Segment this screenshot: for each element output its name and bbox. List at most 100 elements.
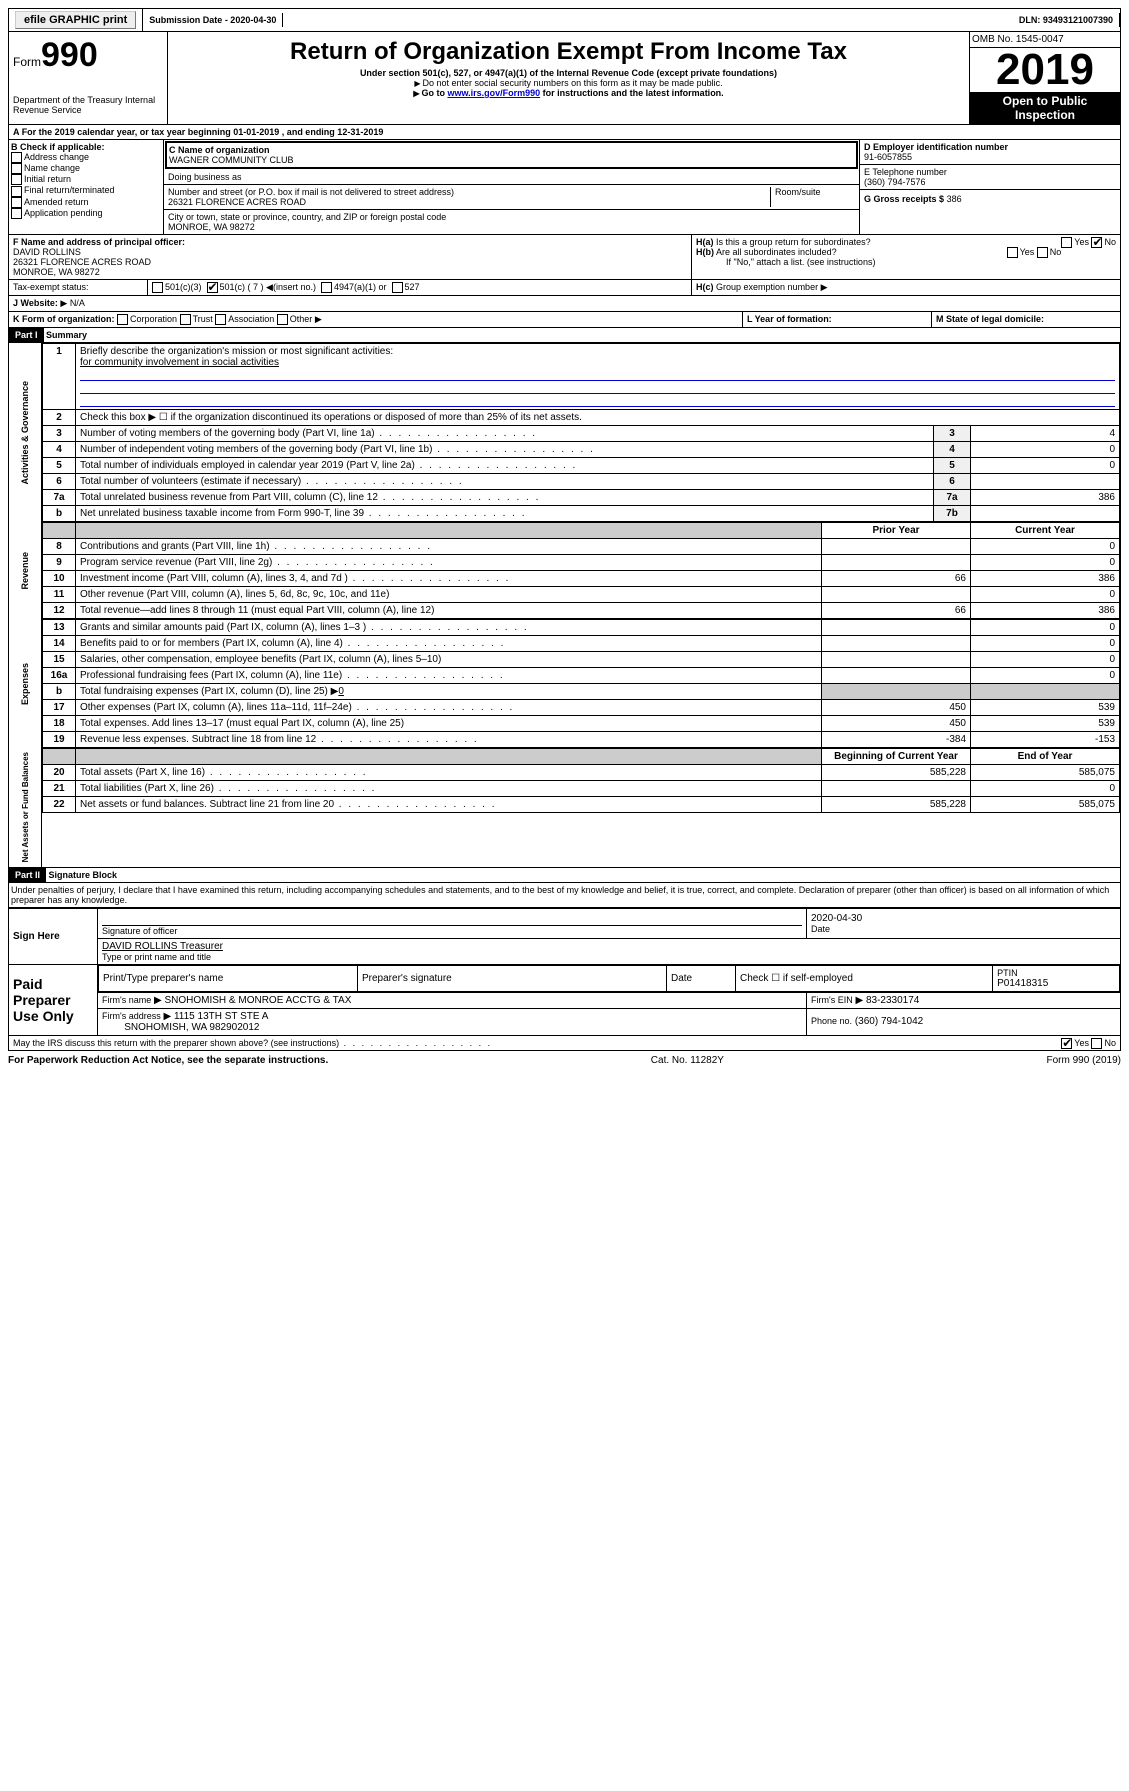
part2-title: Signature Block (49, 870, 118, 880)
instructions-link[interactable]: www.irs.gov/Form990 (447, 88, 540, 98)
opt-init: Initial return (24, 174, 71, 184)
l16ap (822, 668, 971, 684)
cb-501c[interactable] (207, 282, 218, 293)
l14c: 0 (971, 636, 1120, 652)
officer-city: MONROE, WA 98272 (13, 267, 687, 277)
gross-label: G Gross receipts $ (864, 194, 944, 204)
firm-addr-label: Firm's address (102, 1011, 161, 1021)
opt-pend: Application pending (24, 208, 103, 218)
beg-hdr: Beginning of Current Year (822, 749, 971, 765)
cb-corp[interactable] (117, 314, 128, 325)
state-domicile: M State of legal domicile: (931, 312, 1120, 327)
phone-value: (360) 794-7576 (864, 177, 1116, 187)
l14p (822, 636, 971, 652)
cb-501c3[interactable] (152, 282, 163, 293)
discuss-question: May the IRS discuss this return with the… (13, 1038, 492, 1048)
l13c: 0 (971, 620, 1120, 636)
discuss-no[interactable] (1091, 1038, 1102, 1049)
officer-name-title: DAVID ROLLINS Treasurer (102, 941, 1116, 952)
l5: Total number of individuals employed in … (76, 458, 934, 474)
l2: Check this box ▶ ☐ if the organization d… (76, 410, 1120, 426)
street-address: 26321 FLORENCE ACRES ROAD (168, 197, 770, 207)
opt-final: Final return/terminated (24, 185, 115, 195)
l7av: 386 (971, 490, 1120, 506)
dept-label: Department of the Treasury Internal Reve… (13, 95, 163, 115)
cb-trust[interactable] (180, 314, 191, 325)
prep-sig-label: Preparer's signature (358, 965, 667, 991)
vert-revenue: Revenue (18, 548, 32, 594)
ha-no[interactable] (1091, 237, 1102, 248)
paperwork-notice: For Paperwork Reduction Act Notice, see … (8, 1055, 328, 1066)
cb-527[interactable] (392, 282, 403, 293)
no-lbl2: No (1050, 247, 1062, 257)
hb-yes[interactable] (1007, 247, 1018, 258)
discuss-yes[interactable] (1061, 1038, 1072, 1049)
gross-value: 386 (947, 194, 962, 204)
sign-here-label: Sign Here (9, 908, 98, 964)
l11p (822, 587, 971, 603)
vert-activities: Activities & Governance (18, 377, 32, 489)
firm-phone-value: (360) 794-1042 (855, 1016, 923, 1027)
section-b: B Check if applicable: Address change Na… (9, 140, 164, 234)
header-right-cell: OMB No. 1545-0047 2019 Open to PublicIns… (969, 32, 1120, 124)
l20p: 585,228 (822, 765, 971, 781)
l15: Salaries, other compensation, employee b… (76, 652, 822, 668)
city-value: MONROE, WA 98272 (168, 222, 855, 232)
org-name-label: C Name of organization (169, 145, 854, 155)
l9: Program service revenue (Part VIII, line… (76, 555, 822, 571)
cb-4947[interactable] (321, 282, 332, 293)
insert-no: (insert no.) (273, 282, 316, 292)
firm-addr-value: 1115 13TH ST STE A (174, 1011, 269, 1022)
l18: Total expenses. Add lines 13–17 (must eq… (76, 716, 822, 732)
l6: Total number of volunteers (estimate if … (76, 474, 934, 490)
ptin-label: PTIN (997, 968, 1115, 978)
website-label: Website: (21, 298, 58, 308)
ha-label: Is this a group return for subordinates? (716, 237, 871, 247)
hb-no[interactable] (1037, 247, 1048, 258)
checkbox-final[interactable] (11, 186, 22, 197)
end-hdr: End of Year (971, 749, 1120, 765)
goto-post: for instructions and the latest informat… (540, 88, 724, 98)
checkbox-amended[interactable] (11, 197, 22, 208)
paid-preparer-label: Paid Preparer Use Only (9, 964, 98, 1035)
cat-no: Cat. No. 11282Y (651, 1055, 724, 1066)
l12: Total revenue—add lines 8 through 11 (mu… (76, 603, 822, 619)
org-name: WAGNER COMMUNITY CLUB (169, 155, 854, 165)
checkbox-name-change[interactable] (11, 163, 22, 174)
checkbox-address-change[interactable] (11, 152, 22, 163)
part2-header: Part II (9, 868, 46, 882)
officer-name: DAVID ROLLINS (13, 247, 687, 257)
l17p: 450 (822, 700, 971, 716)
checkbox-initial[interactable] (11, 174, 22, 185)
checkbox-pending[interactable] (11, 208, 22, 219)
prep-date-label: Date (667, 965, 736, 991)
firm-city: SNOHOMISH, WA 982902012 (124, 1022, 259, 1033)
l8p (822, 539, 971, 555)
cb-other[interactable] (277, 314, 288, 325)
l22c: 585,075 (971, 797, 1120, 813)
l-corp: Corporation (130, 314, 177, 324)
hb-note: If "No," attach a list. (see instruction… (696, 257, 1116, 267)
part1-title: Summary (46, 330, 87, 340)
cb-assoc[interactable] (215, 314, 226, 325)
l22: Net assets or fund balances. Subtract li… (76, 797, 822, 813)
city-label: City or town, state or province, country… (168, 212, 855, 222)
section-b-label: B Check if applicable: (11, 142, 161, 152)
l-527: 527 (405, 282, 420, 292)
prep-name-label: Print/Type preparer's name (99, 965, 358, 991)
vert-net: Net Assets or Fund Balances (19, 748, 32, 866)
l7b: Net unrelated business taxable income fr… (76, 506, 934, 522)
l15p (822, 652, 971, 668)
prior-year-hdr: Prior Year (822, 523, 971, 539)
ha-yes[interactable] (1061, 237, 1072, 248)
section-f: F Name and address of principal officer:… (9, 235, 692, 279)
goto-pre: Go to (421, 88, 447, 98)
self-employed: Check ☐ if self-employed (736, 965, 993, 991)
l19p: -384 (822, 732, 971, 748)
officer-addr: 26321 FLORENCE ACRES ROAD (13, 257, 687, 267)
l12p: 66 (822, 603, 971, 619)
efile-print-button[interactable]: efile GRAPHIC print (15, 11, 136, 29)
ptin-value: P01418315 (997, 978, 1115, 989)
l11: Other revenue (Part VIII, column (A), li… (76, 587, 822, 603)
l3v: 4 (971, 426, 1120, 442)
